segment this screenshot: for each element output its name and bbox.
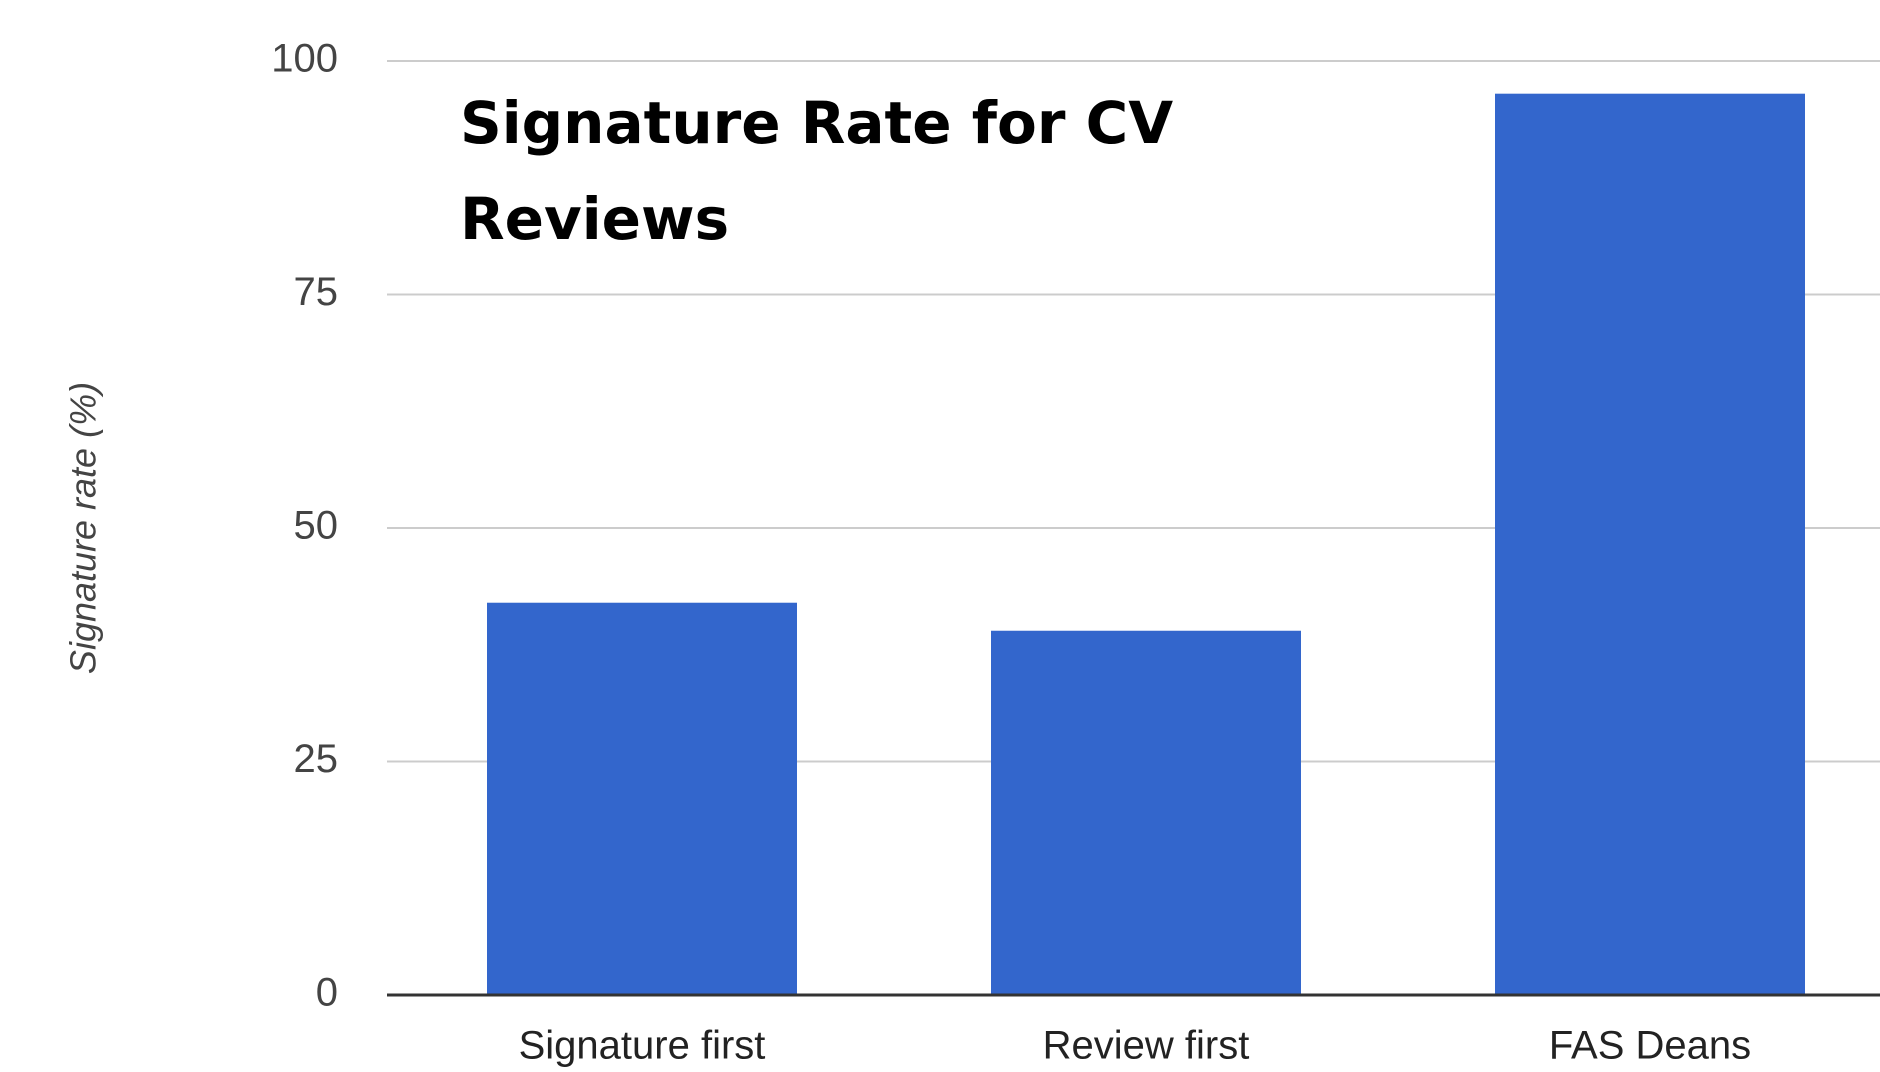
y-tick-label: 75 [294,270,339,314]
y-tick-label: 0 [316,971,338,1015]
y-tick-label: 50 [294,504,339,548]
x-tick-label: Signature first [519,1024,766,1068]
chart-title: Signature Rate for CV Reviews [460,89,1174,253]
y-tick-label: 25 [294,737,339,781]
bar [487,602,797,995]
bar [991,630,1301,995]
y-axis-label: Signature rate (%) [63,382,104,674]
y-tick-label: 100 [271,37,338,81]
x-tick-label: Review first [1043,1024,1250,1068]
bar [1495,93,1805,995]
x-tick-label: FAS Deans [1549,1024,1751,1068]
